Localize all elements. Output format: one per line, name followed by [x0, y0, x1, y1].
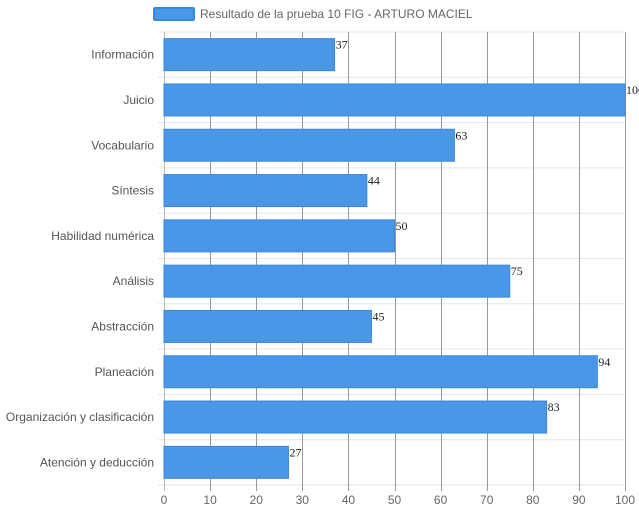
data-label: 37	[336, 38, 348, 52]
category-label: Planeación	[95, 365, 154, 379]
bars	[163, 38, 626, 479]
category-label: Habilidad numérica	[51, 229, 154, 243]
x-tick-label: 40	[342, 493, 356, 507]
legend[interactable]: Resultado de la prueba 10 FIG - ARTURO M…	[153, 7, 473, 21]
legend-label: Resultado de la prueba 10 FIG - ARTURO M…	[200, 7, 473, 21]
data-label: 83	[548, 400, 560, 414]
bar[interactable]	[163, 264, 511, 298]
bar[interactable]	[163, 445, 289, 479]
data-label: 75	[511, 264, 523, 278]
category-label: Síntesis	[111, 184, 154, 198]
x-tick-label: 0	[161, 493, 168, 507]
category-label: Organización y clasificación	[6, 410, 154, 424]
bar[interactable]	[163, 400, 548, 434]
bar[interactable]	[163, 309, 372, 343]
data-label: 63	[455, 128, 467, 142]
data-labels: 37 100 63 44 50 75 45 94 83 27	[289, 38, 639, 460]
bar[interactable]	[163, 174, 368, 208]
bar[interactable]	[163, 219, 395, 253]
x-axis-ticks: 0 10 20 30 40 50 60 70 80 90 100	[161, 493, 636, 507]
legend-swatch	[153, 7, 195, 21]
category-label: Juicio	[123, 93, 154, 107]
data-label: 50	[396, 219, 408, 233]
category-label: Análisis	[113, 274, 154, 288]
data-label: 27	[289, 445, 301, 459]
category-label: Información	[91, 48, 154, 62]
x-tick-label: 10	[203, 493, 217, 507]
data-label: 100	[626, 83, 639, 97]
category-label: Atención y deducción	[40, 455, 154, 469]
x-tick-label: 100	[615, 493, 635, 507]
x-tick-label: 80	[526, 493, 540, 507]
data-label: 45	[372, 309, 384, 323]
category-label: Vocabulario	[91, 138, 154, 152]
x-tick-label: 70	[480, 493, 494, 507]
x-tick-label: 60	[434, 493, 448, 507]
category-labels: Información Juicio Vocabulario Síntesis Habi…	[6, 48, 154, 470]
x-tick-label: 30	[296, 493, 310, 507]
x-tick-label: 50	[388, 493, 402, 507]
bar[interactable]	[163, 83, 626, 117]
bar[interactable]	[163, 128, 455, 162]
data-label: 94	[598, 355, 610, 369]
x-tick-label: 20	[250, 493, 264, 507]
bar[interactable]	[163, 355, 598, 389]
data-label: 44	[368, 174, 380, 188]
category-label: Abstracción	[91, 319, 154, 333]
bar[interactable]	[163, 38, 336, 72]
x-tick-label: 90	[572, 493, 586, 507]
